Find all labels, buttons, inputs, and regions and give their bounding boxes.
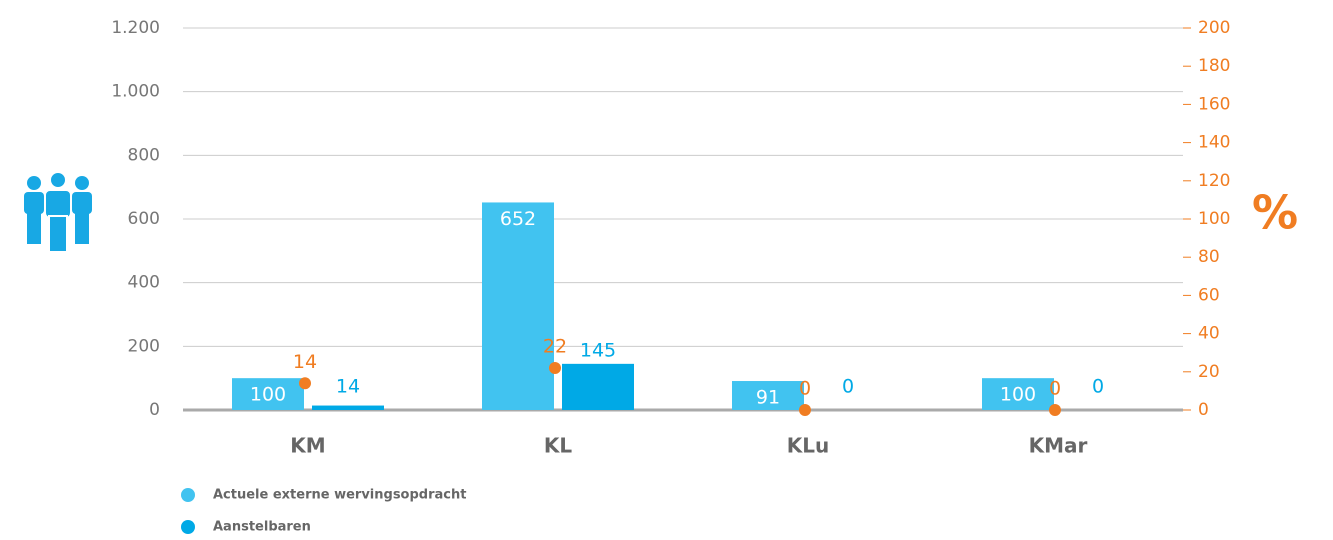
x-tick-label: KLu (787, 434, 829, 458)
y-tick-label: 200 (128, 336, 160, 356)
legend-swatch (181, 488, 195, 502)
y-tick-label: 600 (128, 209, 160, 229)
y2-tick-label: 160 (1198, 94, 1230, 114)
bar-label: 91 (756, 387, 780, 409)
bar (562, 363, 634, 410)
legend-label: Actuele externe wervingsopdracht (213, 488, 466, 503)
dot (1049, 404, 1061, 416)
y-tick-label: 1.000 (111, 82, 160, 102)
dot-label: 14 (293, 351, 317, 373)
dot-label: 22 (543, 335, 567, 357)
bar-label: 14 (336, 376, 360, 398)
bar (732, 381, 804, 410)
y2-tick-label: 0 (1198, 400, 1209, 420)
y-tick-label: 400 (128, 273, 160, 293)
legend-swatch (181, 520, 195, 534)
y-tick-label: 1.200 (111, 18, 160, 38)
y2-tick-label: 200 (1198, 18, 1230, 38)
y2-tick-label: 20 (1198, 362, 1220, 382)
x-tick-label: KM (290, 434, 325, 458)
bar (312, 405, 384, 410)
bar-label: 0 (1092, 376, 1104, 398)
bar-label: 100 (250, 384, 286, 406)
bar-label: 652 (500, 208, 536, 230)
x-tick-label: KMar (1029, 434, 1088, 458)
dot (799, 404, 811, 416)
y2-tick-label: 100 (1198, 209, 1230, 229)
y-tick-label: 800 (128, 145, 160, 165)
bar (232, 378, 304, 410)
y2-tick-label: 120 (1198, 171, 1230, 191)
legend-label: Aanstelbaren (213, 520, 311, 535)
dot-label: 0 (1049, 378, 1061, 400)
dot (549, 361, 561, 374)
people-icon (24, 171, 92, 253)
y2-tick-label: 80 (1198, 247, 1220, 267)
y2-tick-label: 40 (1198, 324, 1220, 344)
y2-tick-label: 140 (1198, 133, 1230, 153)
y2-tick-label: 180 (1198, 56, 1230, 76)
dot (299, 377, 311, 390)
bar-label: 0 (842, 376, 854, 398)
dot-label: 0 (799, 378, 811, 400)
x-tick-label: KL (544, 434, 572, 458)
bar-label: 145 (580, 339, 616, 361)
y2-tick-label: 60 (1198, 285, 1220, 305)
bar-label: 100 (1000, 384, 1036, 406)
bar (482, 202, 554, 410)
y2-axis-label: % (1252, 186, 1298, 240)
y-tick-label: 0 (149, 400, 160, 420)
bar (982, 378, 1054, 410)
